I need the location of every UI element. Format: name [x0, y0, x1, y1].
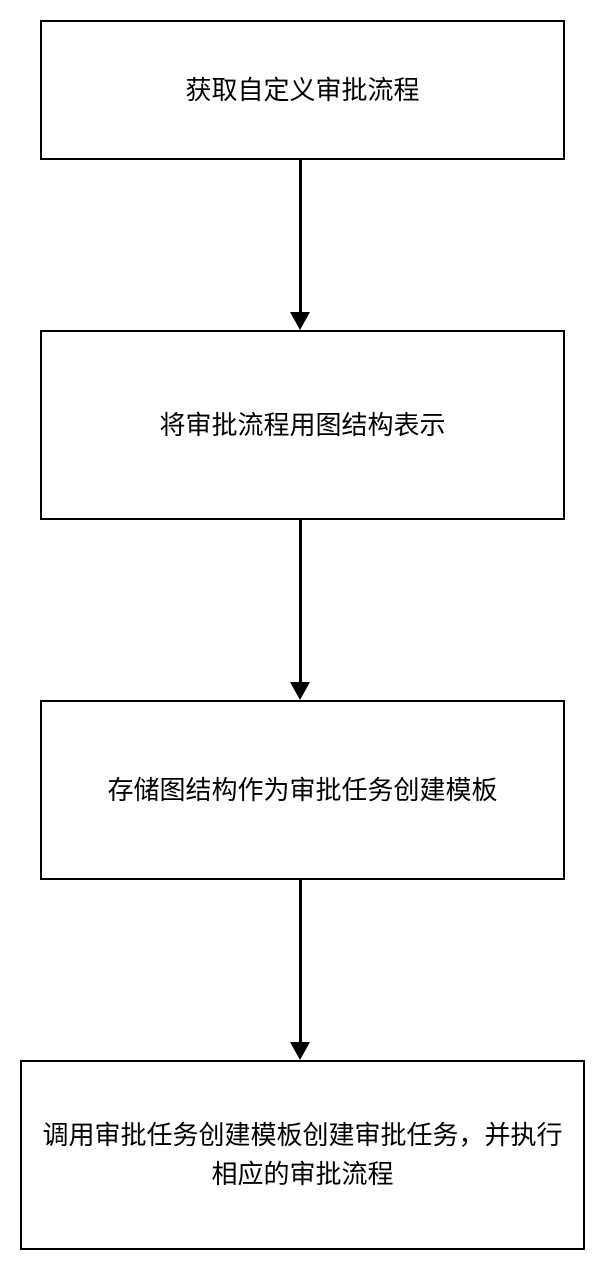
flow-box-2-label: 将审批流程用图结构表示	[159, 406, 445, 445]
arrow-line-1	[299, 160, 302, 312]
arrow-head-2	[290, 682, 310, 700]
flow-box-4-label: 调用审批任务创建模板创建审批任务，并执行相应的审批流程	[42, 1116, 563, 1194]
arrow-line-3	[299, 880, 302, 1042]
arrow-head-3	[290, 1042, 310, 1060]
flow-box-1-label: 获取自定义审批流程	[185, 71, 419, 110]
flowchart-container: 获取自定义审批流程 将审批流程用图结构表示 存储图结构作为审批任务创建模板 调用…	[0, 0, 608, 1272]
flow-box-2: 将审批流程用图结构表示	[40, 330, 565, 520]
flow-box-3: 存储图结构作为审批任务创建模板	[40, 700, 565, 880]
flow-box-4: 调用审批任务创建模板创建审批任务，并执行相应的审批流程	[20, 1060, 585, 1250]
flow-box-3-label: 存储图结构作为审批任务创建模板	[107, 771, 497, 810]
flow-box-1: 获取自定义审批流程	[40, 20, 565, 160]
arrow-line-2	[299, 520, 302, 682]
arrow-head-1	[290, 312, 310, 330]
